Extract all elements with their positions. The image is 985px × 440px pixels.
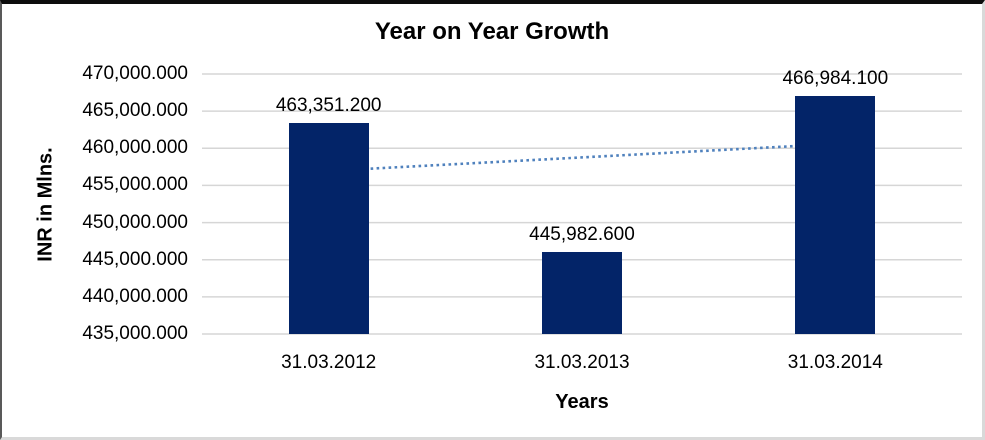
y-tick-label: 450,000.000 [82, 211, 188, 233]
trendline[interactable] [328, 142, 836, 173]
y-tick-label: 435,000.000 [82, 323, 188, 344]
x-tick-label: 31.03.2013 [534, 352, 630, 373]
data-label: 445,982.600 [529, 224, 635, 246]
y-tick-label: 440,000.000 [82, 285, 188, 307]
bar-31.03.2014[interactable] [795, 96, 876, 334]
data-label: 466,984.100 [782, 68, 889, 90]
x-tick-label: 31.03.2012 [281, 352, 377, 373]
y-tick-label: 470,000.000 [82, 63, 188, 84]
plot-area [202, 73, 962, 335]
y-tick-label: 465,000.000 [82, 100, 188, 122]
x-axis-title: Years [555, 391, 609, 413]
data-label: 463,351.200 [275, 95, 382, 117]
chart-title: Year on Year Growth [374, 18, 610, 45]
y-tick-label: 455,000.000 [82, 174, 188, 196]
y-tick-label: 460,000.000 [82, 137, 188, 159]
y-axis-title-text: INR in Mlns. [34, 146, 57, 262]
bar-31.03.2012[interactable] [288, 123, 369, 334]
bar-31.03.2013[interactable] [542, 252, 622, 334]
y-tick-label: 445,000.000 [82, 248, 188, 270]
x-tick-label: 31.03.2014 [787, 352, 883, 373]
